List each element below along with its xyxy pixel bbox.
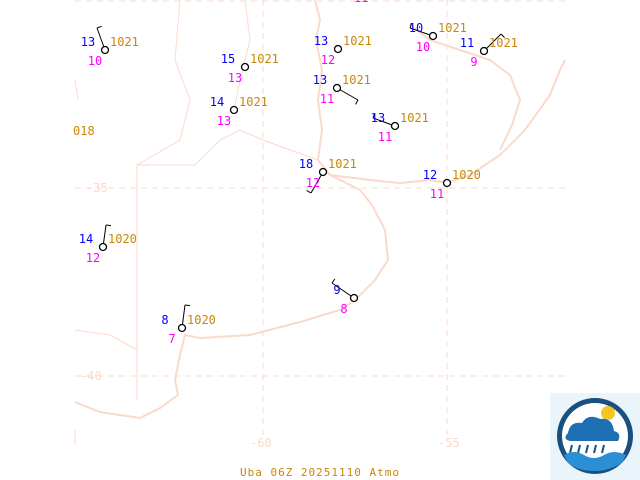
coastlines-and-borders <box>74 0 566 445</box>
station-temperature: 9 <box>333 283 340 297</box>
station-pressure: 1020 <box>452 168 481 182</box>
wind-barb-feather <box>96 25 102 29</box>
station-pressure: 1020 <box>108 232 137 246</box>
station-plot: 13 1021 11 <box>371 111 429 144</box>
station-plot: 13 1021 12 <box>314 34 372 67</box>
station-temperature: 13 <box>371 111 385 125</box>
station-dewpoint: 10 <box>416 40 430 54</box>
station-circle-icon <box>240 62 250 72</box>
station-plot: 10 1021 10 <box>409 21 467 54</box>
station-dewpoint: 9 <box>470 55 477 69</box>
station-temperature: 13 <box>313 73 327 87</box>
station-dewpoint: 10 <box>88 54 102 68</box>
wind-barb-feather <box>331 278 336 284</box>
partial-dewpoint-label: 11 <box>354 0 368 5</box>
station-circle-icon <box>479 46 489 56</box>
map-footer-caption: Uba 06Z 20251110 Atmo <box>239 466 401 479</box>
station-pressure: 1021 <box>110 35 139 49</box>
station-dewpoint: 11 <box>378 130 392 144</box>
grid-label-lon-55: -55 <box>438 436 460 450</box>
station-circle-icon <box>332 83 342 93</box>
station-dewpoint: 13 <box>228 71 242 85</box>
station-temperature: 15 <box>221 52 235 66</box>
station-circle-icon <box>333 44 343 54</box>
station-temperature: 13 <box>81 35 95 49</box>
station-circle-icon <box>98 242 108 252</box>
station-dewpoint: 11 <box>430 187 444 201</box>
station-circle-icon <box>390 121 400 131</box>
wind-barb-feather <box>355 99 359 105</box>
station-pressure: 1021 <box>343 34 372 48</box>
station-plot: 14 1020 12 <box>79 224 137 265</box>
station-plot: 15 1021 13 <box>221 52 279 85</box>
grid-label-lat-35: -35 <box>86 181 108 195</box>
station-circle-icon <box>349 293 359 303</box>
station-plot: 18 1021 12 <box>299 157 357 194</box>
station-circle-icon <box>442 178 452 188</box>
grid-label-lon-60: -60 <box>250 436 272 450</box>
station-temperature: 12 <box>423 168 437 182</box>
wind-barb-feather <box>500 33 505 38</box>
station-temperature: 11 <box>460 36 474 50</box>
station-dewpoint: 8 <box>340 302 347 316</box>
province-border <box>74 0 319 400</box>
station-dewpoint: 12 <box>306 176 320 190</box>
station-dewpoint: 13 <box>217 114 231 128</box>
station-temperature: 14 <box>210 95 224 109</box>
station-circle-icon <box>229 105 239 115</box>
station-pressure: 1021 <box>239 95 268 109</box>
station-dewpoint: 12 <box>321 53 335 67</box>
station-dewpoint: 7 <box>168 332 175 346</box>
station-dewpoint: 11 <box>320 92 334 106</box>
station-pressure: 1021 <box>328 157 357 171</box>
wind-barb-feather <box>306 190 312 194</box>
station-plot: 8 1020 7 <box>161 304 216 346</box>
grid-lines <box>75 0 565 440</box>
station-pressure: 1021 <box>438 21 467 35</box>
station-circle-icon <box>177 323 187 333</box>
station-plot: 11 1021 9 <box>460 33 518 69</box>
wind-barb-icon <box>331 282 355 299</box>
partial-pressure-label: 018 <box>73 124 95 138</box>
wind-barb-feather <box>372 113 376 119</box>
station-temperature: 10 <box>409 21 423 35</box>
station-pressure: 1021 <box>489 36 518 50</box>
coastline-buenos-aires <box>74 174 390 420</box>
weather-service-logo <box>550 393 640 480</box>
station-dewpoint: 12 <box>86 251 100 265</box>
station-plot: 13 1021 11 <box>313 73 371 106</box>
station-temperature: 8 <box>161 313 168 327</box>
station-pressure: 1021 <box>250 52 279 66</box>
wind-barb-feather <box>105 224 112 227</box>
wind-barb-feather <box>409 23 413 29</box>
coast-west <box>74 79 79 445</box>
station-temperature: 13 <box>314 34 328 48</box>
station-plot: 14 1021 13 <box>210 95 268 128</box>
station-plot: 98 <box>331 278 359 316</box>
station-plot: 12 1020 11 <box>423 168 481 201</box>
station-pressure: 1020 <box>187 313 216 327</box>
station-temperature: 14 <box>79 232 93 246</box>
station-pressure: 1021 <box>342 73 371 87</box>
wind-barb-feather <box>184 304 191 307</box>
station-circle-icon <box>318 167 328 177</box>
station-circle-icon <box>100 45 110 55</box>
station-temperature: 18 <box>299 157 313 171</box>
coastline <box>314 0 566 185</box>
station-circle-icon <box>428 31 438 41</box>
coastline-uruguay <box>409 24 522 151</box>
grid-label-lat-40: -40 <box>80 369 102 383</box>
station-plot: 13 1021 10 <box>81 25 139 68</box>
station-pressure: 1021 <box>400 111 429 125</box>
